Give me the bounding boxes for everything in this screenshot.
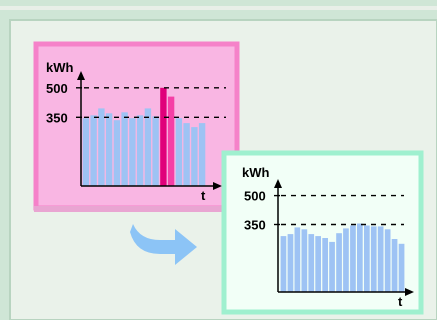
chart-before-tick-label-0: 500 bbox=[46, 81, 68, 96]
chart-before-bar-8 bbox=[144, 108, 152, 186]
chart-before-y-arrow-icon bbox=[77, 71, 85, 80]
chart-before-bar-3 bbox=[105, 113, 113, 186]
process-arrow-icon bbox=[130, 224, 197, 265]
chart-before-bar-7 bbox=[136, 115, 144, 186]
chart-after-x-arrow-icon bbox=[405, 288, 414, 296]
chart-after-y-arrow-icon bbox=[274, 179, 282, 188]
chart-before-bar-15 bbox=[198, 123, 206, 186]
chart-after-bars bbox=[280, 223, 405, 292]
chart-before: kWh 500 350 t bbox=[33, 41, 240, 212]
chart-after-bar-2 bbox=[294, 227, 301, 292]
chart-after-bar-15 bbox=[384, 229, 391, 292]
chart-after-bar-17 bbox=[398, 243, 405, 292]
chart-after: kWh 500 350 t bbox=[221, 150, 424, 315]
chart-after-bar-9 bbox=[343, 228, 349, 292]
chart-before-bar-11 bbox=[167, 96, 175, 186]
chart-before-x-arrow-icon bbox=[213, 182, 222, 190]
chart-before-bar-12 bbox=[175, 118, 183, 186]
chart-after-bar-12 bbox=[364, 225, 370, 292]
chart-before-ylabel: kWh bbox=[46, 60, 74, 75]
chart-after-xlabel: t bbox=[398, 294, 403, 309]
chart-before-bar-5 bbox=[121, 112, 128, 186]
chart-before-tick-label-1: 350 bbox=[46, 110, 68, 125]
chart-before-bar-13 bbox=[183, 123, 190, 186]
chart-before-bars bbox=[82, 87, 206, 186]
chart-after-bar-3 bbox=[301, 229, 308, 292]
chart-before-bar-14 bbox=[191, 127, 198, 186]
chart-before-bar-1 bbox=[90, 115, 97, 186]
chart-before-bar-0 bbox=[82, 118, 90, 186]
chart-before-ticks: 500 350 bbox=[46, 81, 226, 125]
chart-after-bar-0 bbox=[280, 236, 287, 292]
chart-after-tick-label-0: 500 bbox=[244, 189, 266, 204]
chart-after-bar-16 bbox=[391, 239, 398, 292]
chart-before-xlabel: t bbox=[201, 188, 206, 203]
chart-before-bar-4 bbox=[113, 120, 121, 186]
chart-after-tick-label-1: 350 bbox=[244, 218, 266, 233]
chart-after-bar-13 bbox=[370, 226, 377, 292]
chart-after-bar-4 bbox=[308, 234, 315, 292]
chart-after-bar-6 bbox=[322, 238, 328, 292]
chart-after-bar-1 bbox=[287, 234, 294, 292]
chart-after-ticks: 500 350 bbox=[244, 189, 404, 233]
chart-before-bar-2 bbox=[98, 108, 105, 186]
chart-after-bar-10 bbox=[350, 225, 356, 292]
chart-after-bar-14 bbox=[377, 226, 384, 292]
chart-after-ylabel: kWh bbox=[242, 165, 270, 180]
chart-before-bar-10 bbox=[160, 87, 167, 186]
chart-before-panel-shadow bbox=[34, 206, 239, 212]
chart-after-bar-5 bbox=[315, 236, 321, 292]
chart-before-bar-9 bbox=[152, 116, 159, 186]
chart-before-bar-6 bbox=[129, 118, 136, 186]
chart-after-bar-11 bbox=[357, 223, 363, 292]
chart-after-bar-7 bbox=[329, 241, 335, 292]
chart-after-bar-8 bbox=[336, 233, 342, 292]
